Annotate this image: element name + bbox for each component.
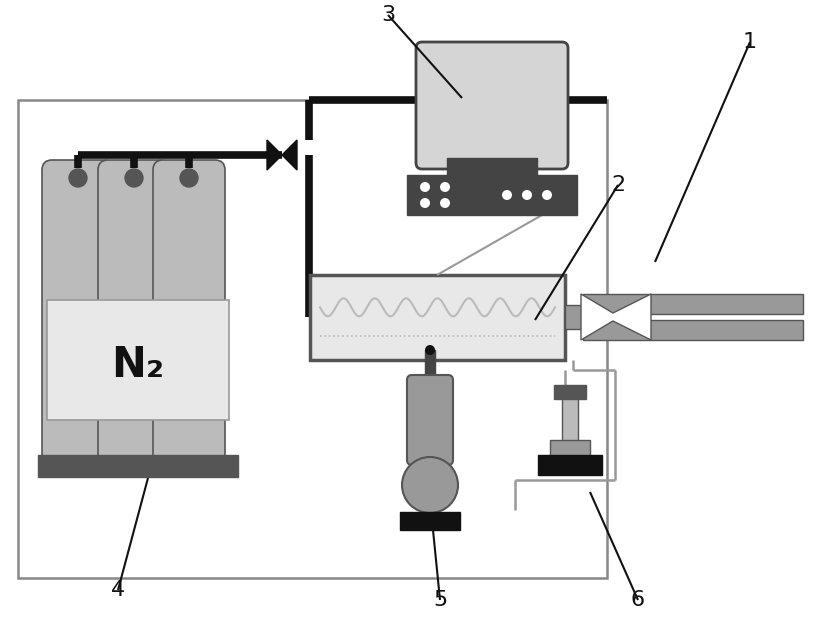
- Bar: [38, 455, 238, 477]
- Bar: [550, 440, 590, 456]
- Circle shape: [420, 182, 430, 192]
- Bar: [400, 512, 460, 530]
- Bar: [407, 175, 577, 215]
- Bar: [554, 385, 586, 399]
- Text: 1: 1: [743, 32, 757, 52]
- Bar: [583, 294, 803, 314]
- Circle shape: [69, 169, 87, 187]
- FancyBboxPatch shape: [407, 375, 453, 465]
- Bar: [310, 275, 565, 360]
- FancyBboxPatch shape: [153, 160, 225, 465]
- Circle shape: [542, 190, 552, 200]
- Circle shape: [125, 169, 143, 187]
- Circle shape: [440, 198, 450, 208]
- Circle shape: [180, 169, 198, 187]
- Circle shape: [522, 190, 532, 200]
- Bar: [538, 455, 602, 475]
- Bar: [562, 399, 578, 454]
- Bar: [583, 320, 803, 340]
- Circle shape: [420, 198, 430, 208]
- Text: 3: 3: [381, 5, 395, 25]
- Bar: [425, 350, 435, 380]
- Text: 5: 5: [433, 590, 447, 610]
- Text: 2: 2: [611, 175, 625, 195]
- Circle shape: [502, 190, 512, 200]
- Polygon shape: [581, 294, 651, 340]
- Polygon shape: [282, 140, 297, 170]
- Bar: [565, 305, 583, 329]
- Circle shape: [402, 457, 458, 513]
- Text: N₂: N₂: [112, 344, 165, 386]
- FancyBboxPatch shape: [42, 160, 114, 465]
- Bar: [447, 158, 537, 176]
- Circle shape: [425, 345, 435, 355]
- Text: 4: 4: [111, 580, 125, 600]
- Circle shape: [440, 182, 450, 192]
- FancyBboxPatch shape: [98, 160, 170, 465]
- Polygon shape: [267, 140, 282, 170]
- Bar: [47, 300, 229, 420]
- Bar: [18, 100, 607, 578]
- FancyBboxPatch shape: [416, 42, 568, 169]
- Text: 6: 6: [631, 590, 645, 610]
